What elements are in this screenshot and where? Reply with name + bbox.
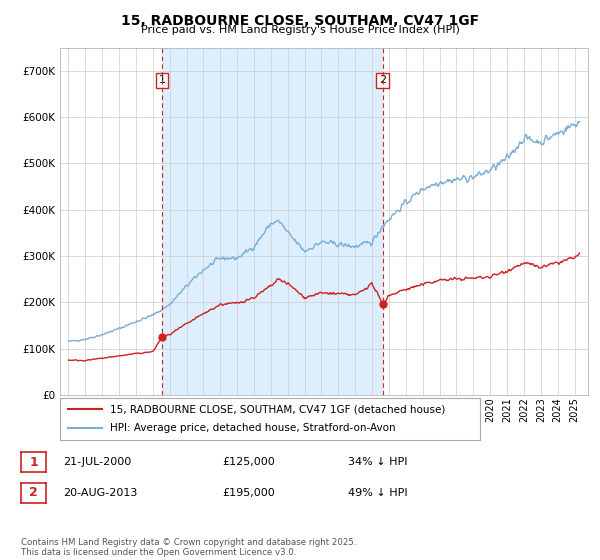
Text: 15, RADBOURNE CLOSE, SOUTHAM, CV47 1GF: 15, RADBOURNE CLOSE, SOUTHAM, CV47 1GF bbox=[121, 14, 479, 28]
Bar bbox=[162, 48, 383, 395]
Text: 1: 1 bbox=[158, 76, 166, 85]
Text: £125,000: £125,000 bbox=[222, 457, 275, 467]
Text: 2: 2 bbox=[29, 486, 38, 500]
Text: Price paid vs. HM Land Registry's House Price Index (HPI): Price paid vs. HM Land Registry's House … bbox=[140, 25, 460, 35]
Text: Contains HM Land Registry data © Crown copyright and database right 2025.
This d: Contains HM Land Registry data © Crown c… bbox=[21, 538, 356, 557]
Text: 21-JUL-2000: 21-JUL-2000 bbox=[63, 457, 131, 467]
Text: 15, RADBOURNE CLOSE, SOUTHAM, CV47 1GF (detached house): 15, RADBOURNE CLOSE, SOUTHAM, CV47 1GF (… bbox=[110, 404, 446, 414]
Text: 34% ↓ HPI: 34% ↓ HPI bbox=[348, 457, 407, 467]
Text: 1: 1 bbox=[29, 455, 38, 469]
Text: £195,000: £195,000 bbox=[222, 488, 275, 498]
Text: 2: 2 bbox=[379, 76, 386, 85]
Text: HPI: Average price, detached house, Stratford-on-Avon: HPI: Average price, detached house, Stra… bbox=[110, 423, 396, 433]
Text: 20-AUG-2013: 20-AUG-2013 bbox=[63, 488, 137, 498]
Text: 49% ↓ HPI: 49% ↓ HPI bbox=[348, 488, 407, 498]
